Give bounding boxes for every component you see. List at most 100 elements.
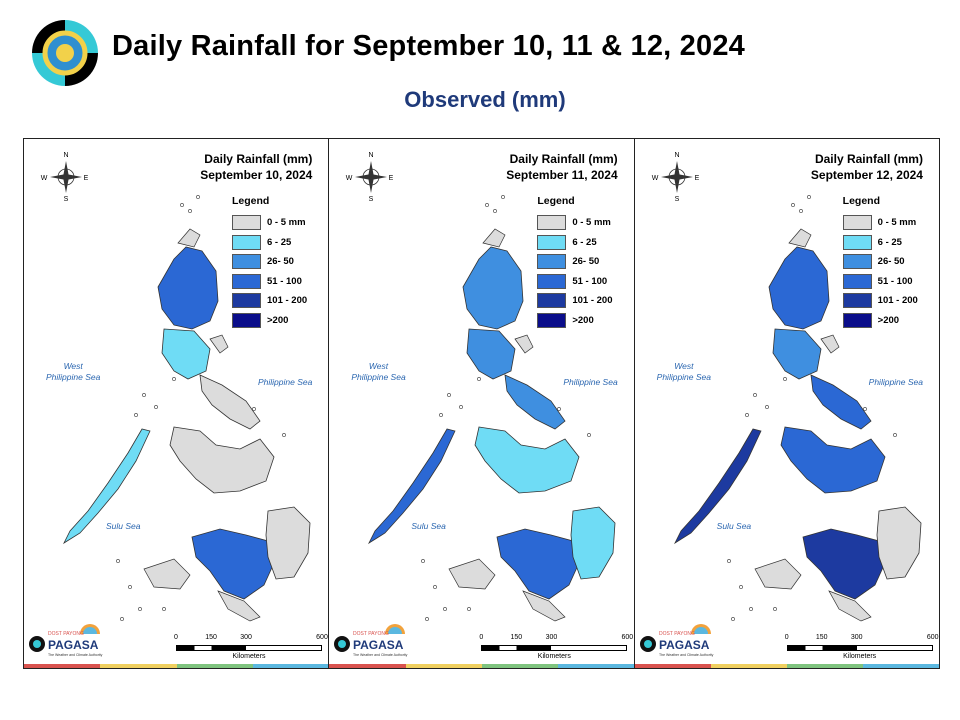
stripe-segment xyxy=(787,664,864,668)
panel-title-date: September 11, 2024 xyxy=(506,168,618,182)
philippine-sea-label: Philippine Sea xyxy=(563,377,618,387)
legend-item: 6 - 25 xyxy=(232,233,307,253)
legend-item: 0 - 5 mm xyxy=(842,213,918,233)
islet-shape xyxy=(862,407,867,411)
legend-label: 101 - 200 xyxy=(267,295,308,307)
legend-swatch xyxy=(537,273,567,289)
sulu-sea-label: Sulu Sea xyxy=(716,521,752,531)
legend-item: >200 xyxy=(537,311,612,331)
legend-title: Legend xyxy=(232,195,270,207)
legend-swatch xyxy=(842,234,872,250)
islet-shape xyxy=(748,607,753,611)
islet-shape xyxy=(447,393,452,397)
region-palawan xyxy=(63,428,151,545)
svg-text:DOST PAYONG: DOST PAYONG xyxy=(659,631,695,637)
legend-item: 101 - 200 xyxy=(842,291,918,311)
compass-w-label: W xyxy=(41,175,48,182)
legend-swatch xyxy=(842,254,872,270)
islet-shape xyxy=(188,209,192,213)
legend-label: 51 - 100 xyxy=(877,275,913,287)
brand-color-stripe xyxy=(329,664,634,668)
legend-swatch xyxy=(232,293,261,309)
scale-bar: 0 150 300 600 Kilometers xyxy=(174,634,328,660)
legend-item: 26- 50 xyxy=(842,252,918,272)
map-panel-sep-11: N S E W Daily Rainfall (mm) September 11, 202… xyxy=(329,139,635,668)
region-mindanao-east xyxy=(265,506,311,580)
panel-title-date: September 10, 2024 xyxy=(200,168,313,182)
scale-tick-label: 150 xyxy=(205,634,217,641)
compass-s-label: S xyxy=(674,196,679,203)
scale-tick-label: 150 xyxy=(510,634,523,641)
legend-swatch xyxy=(842,312,872,328)
svg-text:DOST PAYONG: DOST PAYONG xyxy=(48,631,84,637)
scale-tick-label: 0 xyxy=(174,634,178,641)
sulu-sea-label: Sulu Sea xyxy=(411,521,446,531)
legend-swatch xyxy=(842,293,872,309)
islet-shape xyxy=(752,393,757,397)
svg-text:PAGASA: PAGASA xyxy=(353,638,404,652)
legend-swatch xyxy=(842,215,872,231)
scale-tick-label: 300 xyxy=(850,634,863,641)
region-visayas xyxy=(169,426,275,494)
island-shape xyxy=(820,334,840,354)
island-shape xyxy=(827,590,872,622)
stripe-segment xyxy=(252,664,329,668)
scale-tick-label: 150 xyxy=(815,634,828,641)
stripe-segment xyxy=(100,664,177,668)
scale-tick-label: 300 xyxy=(545,634,558,641)
legend-item: 101 - 200 xyxy=(537,291,612,311)
legend-swatch xyxy=(537,312,567,328)
islet-shape xyxy=(764,405,769,409)
legend-item: 51 - 100 xyxy=(842,272,918,292)
scale-tick-label: 0 xyxy=(784,634,789,641)
islet-shape xyxy=(726,559,731,563)
stripe-segment xyxy=(863,664,939,668)
islet-shape xyxy=(252,407,256,411)
islet-shape xyxy=(782,377,787,381)
region-mindanao-central xyxy=(496,528,580,600)
compass-s-label: S xyxy=(369,196,374,203)
region-central-luzon xyxy=(772,328,822,380)
legend-swatch xyxy=(232,215,261,231)
panel-title-date: September 12, 2024 xyxy=(810,168,923,182)
region-mindanao-east xyxy=(570,506,616,580)
stripe-segment xyxy=(710,664,788,668)
scale-tick-label: 600 xyxy=(316,634,328,641)
map-legend: Legend 0 - 5 mm 6 - 25 26- 50 51 - 100 101 - … xyxy=(232,195,307,330)
legend-item: 101 - 200 xyxy=(232,291,307,311)
compass-n-label: N xyxy=(674,152,679,159)
islet-shape xyxy=(493,209,498,213)
compass-e-label: E xyxy=(694,175,699,182)
legend-label: 6 - 25 xyxy=(572,236,597,248)
philippines-rainfall-map: N S E W xyxy=(346,152,616,622)
legend-item: 26- 50 xyxy=(537,252,612,272)
pagasa-logo-icon xyxy=(32,20,98,86)
islet-shape xyxy=(154,405,158,409)
island-shape xyxy=(217,590,261,622)
islet-shape xyxy=(180,203,184,207)
map-legend: Legend 0 - 5 mm 6 - 25 26- 50 51 - 100 101 - … xyxy=(537,195,612,330)
islet-shape xyxy=(744,413,749,417)
islet-shape xyxy=(421,559,426,563)
scale-unit: Kilometers xyxy=(843,653,877,660)
region-central-luzon xyxy=(466,328,516,380)
stripe-segment xyxy=(481,664,559,668)
legend-label: 0 - 5 mm xyxy=(267,217,306,229)
stripe-segment xyxy=(405,664,482,668)
islet-shape xyxy=(128,585,132,589)
islet-shape xyxy=(557,407,562,411)
legend-label: 26- 50 xyxy=(572,256,600,268)
islet-shape xyxy=(730,617,735,621)
philippine-sea-label: Philippine Sea xyxy=(258,377,313,387)
svg-text:The Weather and Climate Author: The Weather and Climate Authority xyxy=(659,653,714,657)
legend-swatch xyxy=(537,254,567,270)
islet-shape xyxy=(587,433,592,437)
islet-shape xyxy=(477,377,482,381)
svg-text:DOST PAYONG: DOST PAYONG xyxy=(353,631,389,637)
islet-shape xyxy=(501,195,506,199)
legend-item: >200 xyxy=(842,311,918,331)
panel-title: Daily Rainfall (mm) September 10, 2024 xyxy=(200,151,312,183)
islet-shape xyxy=(116,559,120,563)
scale-tick-label: 600 xyxy=(621,634,634,641)
